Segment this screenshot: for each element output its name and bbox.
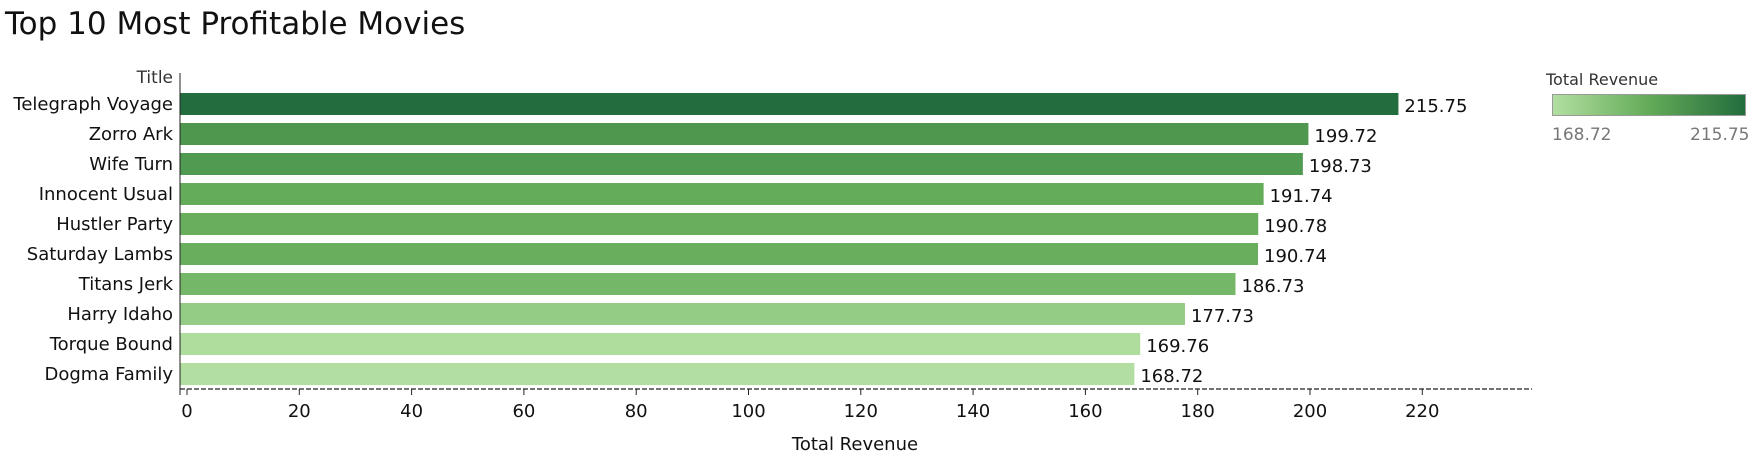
category-label: Saturday Lambs [27, 244, 173, 265]
x-tick-label: 80 [625, 401, 648, 422]
category-label: Titans Jerk [78, 274, 174, 295]
x-tick-label: 120 [844, 401, 878, 422]
x-tick-label: 140 [956, 401, 990, 422]
chart-title: Top 10 Most Profitable Movies [5, 6, 466, 42]
category-label: Harry Idaho [67, 304, 173, 325]
bar [180, 123, 1309, 145]
color-scale-legend [1552, 94, 1746, 116]
x-tick-label: 200 [1293, 401, 1327, 422]
x-tick-label: 60 [512, 401, 535, 422]
x-tick-label: 180 [1181, 401, 1215, 422]
legend-title: Total Revenue [1546, 70, 1659, 89]
bar [180, 273, 1236, 295]
bar [180, 183, 1264, 205]
bar [180, 93, 1399, 115]
data-label: 215.75 [1404, 96, 1467, 117]
data-label: 198.73 [1309, 156, 1372, 177]
bar [180, 363, 1135, 385]
x-tick-label: 220 [1405, 401, 1439, 422]
bar [180, 153, 1303, 175]
x-tick-label: 20 [288, 401, 311, 422]
data-label: 190.74 [1264, 246, 1327, 267]
category-label: Dogma Family [44, 364, 173, 385]
y-axis-label: Title [136, 68, 173, 88]
bar [180, 213, 1259, 235]
x-tick-label: 160 [1068, 401, 1102, 422]
x-tick-label: 0 [181, 401, 192, 422]
bar [180, 303, 1185, 325]
category-label: Telegraph Voyage [12, 94, 173, 115]
bar [180, 333, 1141, 355]
category-label: Torque Bound [49, 334, 173, 355]
x-axis-label: Total Revenue [791, 434, 918, 455]
data-label: 177.73 [1191, 306, 1254, 327]
data-label: 169.76 [1146, 336, 1209, 357]
data-label: 186.73 [1241, 276, 1304, 297]
data-label: 168.72 [1140, 366, 1203, 387]
x-tick-label: 40 [400, 401, 423, 422]
legend-max-label: 215.75 [1690, 125, 1750, 145]
data-label: 191.74 [1270, 186, 1333, 207]
legend-min-label: 168.72 [1552, 125, 1612, 145]
category-label: Innocent Usual [39, 184, 173, 205]
category-label: Hustler Party [56, 214, 173, 235]
category-label: Zorro Ark [89, 124, 174, 145]
category-label: Wife Turn [89, 154, 173, 175]
data-label: 190.78 [1264, 216, 1327, 237]
bar [180, 243, 1259, 265]
x-tick-label: 100 [731, 401, 765, 422]
data-label: 199.72 [1314, 126, 1377, 147]
